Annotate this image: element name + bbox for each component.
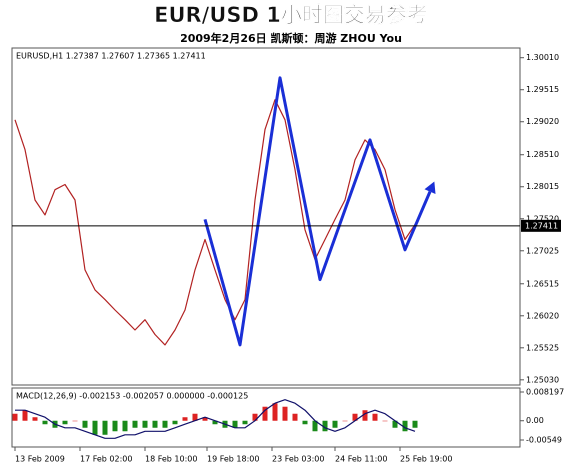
x-tick-label: 13 Feb 2009 [15,455,65,464]
y-tick-label: 1.27520 [526,214,559,223]
x-tick-label: 19 Feb 18:00 [207,455,259,464]
histogram-bar [372,413,378,421]
y-tick-label: -0.00549 [526,435,562,444]
x-tick-label: 18 Feb 10:00 [145,455,197,464]
y-tick-label: 0.00 [526,416,544,425]
histogram-bar [192,413,198,421]
histogram-bar [92,420,98,435]
histogram-bar [112,420,118,432]
price-panel [11,47,521,386]
arrow-head [424,181,436,194]
y-tick-label: 1.26515 [526,279,559,288]
histogram-bar [242,420,248,425]
histogram-bar [42,420,48,425]
histogram-bar [12,413,18,421]
histogram-bar [302,420,308,425]
histogram-bar [312,420,318,432]
histogram-bar [82,420,88,428]
x-tick-label: 24 Feb 11:00 [335,455,387,464]
chart-subtitle: 2009年2月26日 凯斯顿：周游 ZHOU You [180,31,402,45]
histogram-bar [172,420,178,425]
series-line [203,76,432,347]
y-tick-label: 1.28015 [526,182,559,191]
histogram-bar [332,420,338,428]
histogram-bar [142,420,148,428]
histogram-bar [102,420,108,435]
histogram-bar [202,417,208,421]
histogram-bar [252,413,258,421]
histogram-bar [72,420,78,422]
y-tick-label: 1.29515 [526,85,559,94]
current-price-box [521,219,561,232]
histogram-bar [362,410,368,421]
histogram-bar [62,420,68,425]
histogram-bar [272,403,278,421]
series-line [15,399,416,439]
histogram-bar [412,420,418,428]
chart-title: EUR/USD 1小时图交易参考 [154,3,428,27]
x-tick-label: 25 Feb 19:00 [400,455,452,464]
histogram-bar [402,420,408,432]
current-price-label: 1.27411 [525,221,558,230]
histogram-bar [32,417,38,421]
histogram-bar [282,406,288,421]
panel-label: EURUSD,H1 1.27387 1.27607 1.27365 1.2741… [16,52,206,61]
histogram-bar [342,420,348,422]
histogram-bar [322,420,328,432]
x-tick-label: 17 Feb 02:00 [80,455,132,464]
y-tick-label: 1.28510 [526,150,559,159]
macd-panel [11,387,521,448]
histogram-bar [292,413,298,421]
y-tick-label: 1.29020 [526,117,559,126]
histogram-bar [152,420,158,428]
histogram-bar [212,420,218,425]
y-tick-label: 1.25525 [526,343,559,352]
y-tick-label: 1.26020 [526,311,559,320]
histogram-bar [132,420,138,428]
series-line [14,99,416,346]
histogram-bar [262,406,268,421]
panel-label: MACD(12,26,9) -0.002153 -0.002057 0.0000… [16,392,248,401]
histogram-bar [392,420,398,428]
y-tick-label: 0.008197 [526,388,564,397]
x-tick-label: 23 Feb 03:00 [272,455,324,464]
histogram-bar [352,413,358,421]
histogram-bar [232,420,238,428]
histogram-bar [382,420,388,422]
y-tick-label: 1.27025 [526,246,559,255]
histogram-bar [182,417,188,421]
y-tick-label: 1.25030 [526,375,559,384]
histogram-bar [162,420,168,428]
histogram-bar [22,410,28,421]
histogram-bar [122,420,128,432]
y-tick-label: 1.30010 [526,53,559,62]
